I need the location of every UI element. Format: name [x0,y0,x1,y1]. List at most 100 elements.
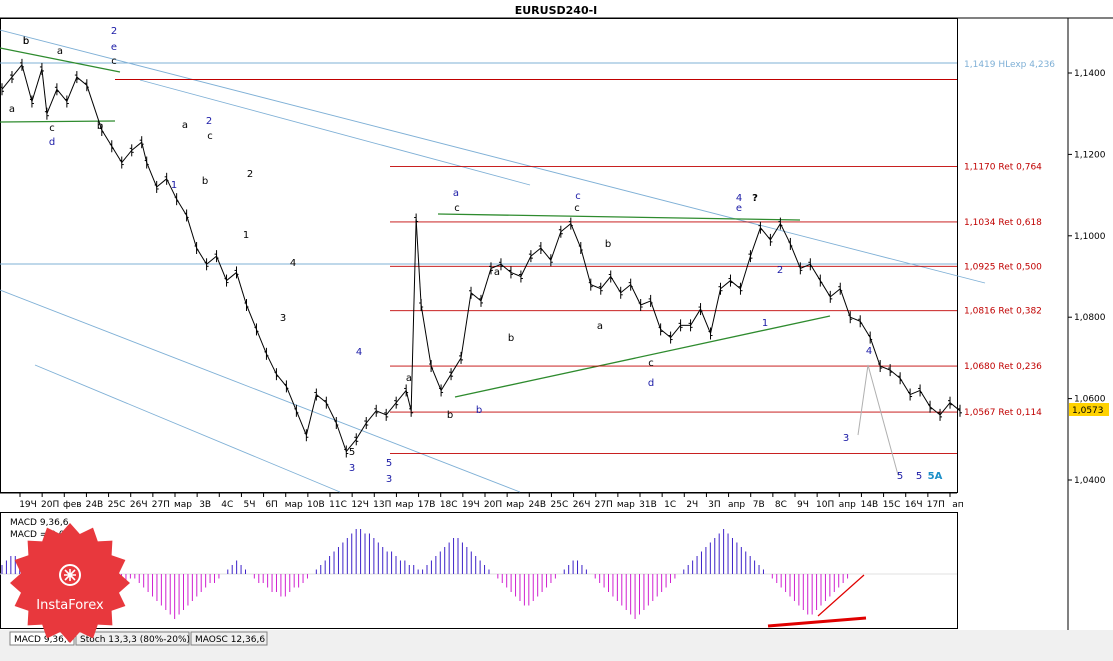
x-tick-label: мар [174,500,192,510]
trendline-green [454,315,831,398]
wave-label: 4 [356,347,362,358]
price-segment [440,373,452,391]
x-tick-label: мар [617,500,635,510]
price-segment [415,219,422,306]
x-tick-label: 3П [708,500,721,510]
wave-label: a [9,104,15,115]
divergence-line-low [767,616,867,628]
wave-label: 3 [386,474,392,485]
x-tick-label: 16Ч [905,500,923,510]
price-segment [285,386,297,411]
wave-label: b [23,36,29,47]
x-tick-label: 15С [883,500,901,510]
price-segment [385,402,397,416]
channel-line [0,289,521,493]
y-tick-label: 1,1400 [1074,69,1106,79]
macd-histogram [1,529,849,619]
x-tick-label: 6П [265,500,278,510]
channel-line [0,29,986,284]
x-tick-label: 20П [41,500,59,510]
price-segment [949,402,961,412]
price-segment [560,223,572,233]
price-segment [520,255,532,277]
price-segment [11,64,23,78]
price-segment [196,247,207,265]
x-tick-label: 19Ч [19,500,37,510]
x-tick-label: мар [395,500,413,510]
current-price-label: 1,0573 [1072,406,1104,416]
wave-label: 5 [349,447,355,458]
price-segment [410,219,417,411]
wave-label: 4 [866,346,872,357]
current-price-marker: 1,0573 [1069,403,1109,416]
price-segment [690,308,701,326]
price-segment [345,438,357,452]
price-segment [76,76,88,86]
macd-frame [0,512,958,629]
y-axis: 1,1400 1,1200 1,1000 1,0800 1,0600 1,0400 [1068,69,1106,486]
price-segment [500,263,512,273]
fib-level-label: 1,1034 Ret 0,618 [964,218,1042,228]
wave-label: 1 [762,318,768,329]
price-segment [295,410,307,436]
price-segment [889,369,901,379]
price-segment [590,284,601,290]
price-segment [176,198,188,216]
price-segment [305,394,317,436]
wave-label: 2 [247,169,253,180]
fib-level-label: 1,1170 Ret 0,764 [964,163,1042,173]
price-segment [879,365,891,371]
x-tick-label: 3В [199,500,211,510]
x-tick-label: 19Ч [462,500,480,510]
x-tick-label: 10П [816,500,834,510]
tab-macd[interactable]: MACD 9,36,6 [9,631,75,646]
wave-label: b [508,333,514,344]
x-tick-label: 12Ч [351,500,369,510]
fib-level-label: 1,0925 Ret 0,500 [964,262,1042,272]
price-segment [141,142,148,163]
wave-label: b [202,176,208,187]
price-segment [700,308,711,334]
price-segment [739,256,751,289]
price-segment [939,402,951,416]
price-segment [630,284,642,306]
tab-stoch-label: Stoch 13,3,3 (80%-20%) [80,635,190,645]
price-segment [395,390,407,403]
price-segment [809,264,821,281]
y-tick-label: 1,0800 [1074,313,1106,323]
x-tick-label: 2Ч [686,500,698,510]
wave-label: b [476,405,482,416]
wave-label: e [736,203,742,214]
y-tick-label: 1,0600 [1074,395,1106,405]
price-segment [121,150,133,163]
x-tick-label: 11С [329,500,347,510]
trendline-green [0,120,116,123]
price-segment [31,68,43,102]
price-segment [21,64,33,102]
price-segment [1,76,13,90]
x-tick-label: апр [728,500,745,510]
price-segment [819,280,831,298]
x-tick-label: апр [839,500,856,510]
tab-maosc[interactable]: MAOSC 12,36,6 [190,631,268,646]
fib-level-label: 1,0680 Ret 0,236 [964,362,1042,372]
x-axis: 19Ч 20П фев 24В 25С 26Ч 27П мар 3В 4С 5Ч 6П мар 10В 11… [19,493,964,510]
price-segment [869,337,881,367]
fib-levels: 1,1170 Ret 0,764 1,1034 Ret 0,618 1,0925 R… [115,79,1042,454]
tab-stoch[interactable]: Stoch 13,3,3 (80%-20%) [75,631,190,646]
wave-label: 2 [111,26,117,37]
x-tick-label: 8С [775,500,787,510]
wave-label: b [97,121,103,132]
x-tick-label: 27П [152,500,170,510]
price-segment [325,402,337,424]
x-tick-label: 25С [551,500,569,510]
wave-label: a [494,267,500,278]
x-tick-label: 9Ч [797,500,809,510]
price-segment [620,284,632,294]
wave-label: 4 [290,258,296,269]
price-segment [256,329,267,355]
logo-burst-icon [10,523,130,643]
price-segment [670,325,681,338]
wave-label: 3 [843,433,849,444]
wave-label: 3 [349,463,355,474]
